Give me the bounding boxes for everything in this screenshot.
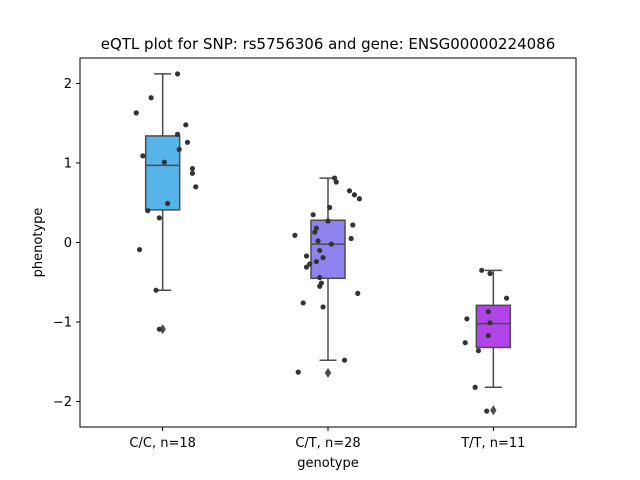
outlier-marker [324, 367, 332, 378]
data-point [148, 95, 154, 101]
data-point [462, 340, 468, 346]
data-point [136, 247, 143, 253]
y-tick-label: −2 [53, 395, 72, 410]
data-point [479, 267, 485, 273]
y-tick-label: 0 [64, 236, 72, 251]
data-point [484, 408, 490, 414]
box-group [133, 71, 199, 335]
data-point [351, 192, 358, 198]
data-point [145, 208, 151, 214]
box-group [462, 267, 512, 416]
data-point [295, 369, 301, 375]
data-point [320, 304, 326, 310]
box-iqr [475, 304, 512, 349]
y-tick-label: −1 [53, 316, 72, 331]
data-point [161, 159, 167, 165]
data-point [327, 204, 333, 211]
x-tick-label: C/T, n=28 [295, 436, 360, 451]
data-point [485, 309, 491, 315]
data-point [165, 200, 171, 207]
data-point [328, 241, 334, 247]
data-point [292, 232, 298, 238]
data-point [475, 348, 482, 354]
tick-layer: −2 −1 0 1 2 C/C, n=18 C/T, n=28 T/T, n=11 [53, 77, 526, 451]
outlier-marker [490, 405, 497, 416]
plot-layer [133, 71, 512, 416]
box-iqr [144, 135, 181, 211]
data-point [332, 175, 338, 181]
data-point [317, 247, 323, 254]
data-point [333, 179, 339, 185]
data-point [485, 332, 491, 339]
data-point [464, 316, 470, 322]
chart-title: eQTL plot for SNP: rs5756306 and gene: E… [101, 35, 556, 53]
data-point [313, 258, 320, 265]
y-tick-label: 2 [64, 77, 72, 92]
data-point [312, 229, 318, 235]
data-point [184, 139, 191, 145]
y-tick-label: 1 [64, 156, 72, 171]
data-point [487, 320, 493, 326]
data-point [313, 225, 320, 231]
data-point [156, 215, 162, 221]
data-point [140, 153, 146, 159]
data-point [174, 131, 181, 137]
x-tick-label: T/T, n=11 [460, 436, 525, 451]
data-point [189, 165, 196, 172]
data-point [350, 222, 356, 228]
data-point [472, 384, 478, 390]
data-point [310, 212, 316, 218]
data-point [307, 261, 313, 267]
y-axis-label: phenotype [31, 208, 46, 278]
data-point [189, 170, 196, 176]
data-point [317, 283, 323, 289]
data-point [156, 326, 162, 332]
x-axis-label: genotype [297, 456, 358, 471]
data-point [317, 274, 323, 281]
data-point [356, 196, 363, 202]
data-point [325, 218, 331, 224]
outlier-marker [159, 324, 166, 335]
box-group [292, 175, 363, 378]
data-point [341, 357, 348, 363]
data-point [303, 264, 310, 270]
data-point [348, 235, 354, 242]
data-point [300, 300, 306, 306]
x-tick-label: C/C, n=18 [129, 436, 195, 451]
data-point [355, 290, 361, 296]
data-point [133, 110, 139, 116]
data-point [320, 255, 326, 261]
data-point [174, 71, 181, 77]
data-point [346, 188, 353, 194]
data-point [183, 122, 189, 128]
data-point [193, 184, 199, 190]
data-point [153, 287, 159, 293]
data-point [503, 295, 510, 301]
data-point [303, 253, 310, 259]
data-point [315, 238, 321, 244]
data-point [176, 146, 182, 153]
data-point [487, 270, 493, 277]
